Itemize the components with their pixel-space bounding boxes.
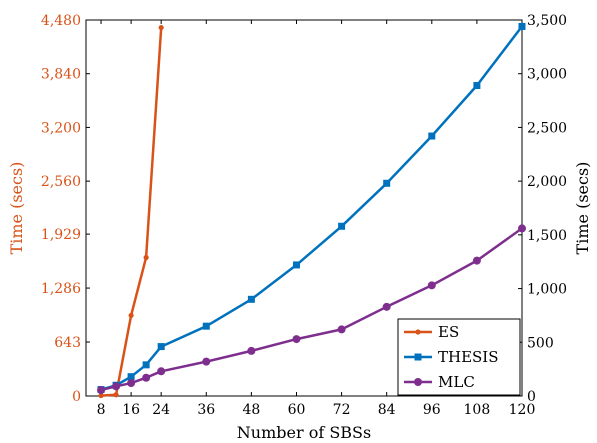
y-right-tick-label: 1,500 (527, 228, 567, 244)
data-point-mlc (382, 302, 391, 311)
data-point-mlc (472, 256, 481, 265)
data-point-mlc (202, 357, 211, 366)
y-left-tick-label: 3,200 (41, 120, 81, 136)
data-point-es (143, 254, 149, 261)
y-right-tick-label: 2,000 (527, 174, 567, 190)
legend-item-thesis: THESIS (404, 348, 499, 366)
data-point-mlc (518, 224, 526, 233)
data-point-es (98, 392, 104, 399)
data-point-mlc (142, 373, 151, 382)
x-tick-label: 60 (288, 402, 306, 418)
x-tick-label: 96 (423, 402, 441, 418)
x-tick-label: 48 (242, 402, 260, 418)
y-left-tick-label: 1,929 (41, 227, 81, 243)
data-point-mlc (427, 281, 436, 290)
data-point-thesis (142, 361, 150, 369)
x-tick-label: 108 (464, 402, 491, 418)
y-left-tick-label: 0 (72, 389, 81, 405)
data-point-thesis (518, 22, 526, 30)
data-point-thesis (247, 295, 255, 303)
data-point-mlc (247, 346, 256, 355)
data-point-thesis (338, 222, 346, 230)
data-point-thesis (428, 132, 436, 140)
data-point-es (113, 392, 119, 398)
y-left-tick-label: 2,560 (41, 174, 81, 190)
legend-item-mlc: MLC (404, 373, 475, 391)
y-axis-label-left: Time (secs) (7, 162, 26, 255)
y-right-tick-label: 2,500 (527, 120, 567, 136)
legend-label-thesis: THESIS (438, 348, 499, 366)
y-axis-label-right: Time (secs) (573, 162, 592, 255)
legend-label-es: ES (438, 323, 459, 341)
data-point-thesis (473, 82, 481, 90)
x-axis-label: Number of SBSs (237, 423, 371, 442)
y-right-tick-label: 3,500 (527, 13, 567, 29)
data-point-es (128, 312, 134, 319)
legend: ES THESIS MLC (397, 318, 521, 396)
legend-label-mlc: MLC (438, 373, 475, 391)
y-right-tick-label: 3,000 (527, 67, 567, 83)
y-right-tick-label: 1,000 (527, 282, 567, 298)
data-point-mlc (292, 335, 301, 344)
x-tick-label: 8 (97, 402, 106, 418)
x-tick-label: 84 (378, 402, 396, 418)
data-point-thesis (383, 179, 391, 187)
data-point-mlc (112, 382, 121, 391)
data-point-mlc (157, 367, 166, 376)
y-right-tick-label: 0 (527, 389, 536, 405)
y-left-tick-label: 643 (54, 335, 81, 351)
data-point-thesis (202, 322, 210, 330)
x-tick-label: 16 (122, 402, 140, 418)
plot-frame (85, 19, 523, 397)
data-point-thesis (157, 343, 165, 351)
data-point-thesis (127, 373, 135, 381)
y-left-tick-label: 4,480 (41, 13, 81, 29)
x-tick-label: 24 (152, 402, 170, 418)
x-tick-label: 120 (509, 402, 536, 418)
y-left-tick-label: 1,286 (41, 281, 81, 297)
legend-item-es: ES (404, 323, 459, 341)
data-point-mlc (97, 386, 106, 395)
series-line-es (100, 27, 163, 397)
y-left-tick-label: 3,840 (41, 67, 81, 83)
data-point-thesis (292, 261, 300, 269)
x-tick-label: 72 (333, 402, 351, 418)
x-tick-label: 36 (197, 402, 215, 418)
data-point-mlc (337, 325, 346, 334)
y-right-tick-label: 500 (527, 335, 554, 351)
data-point-es (158, 24, 164, 31)
data-point-mlc (127, 379, 136, 388)
